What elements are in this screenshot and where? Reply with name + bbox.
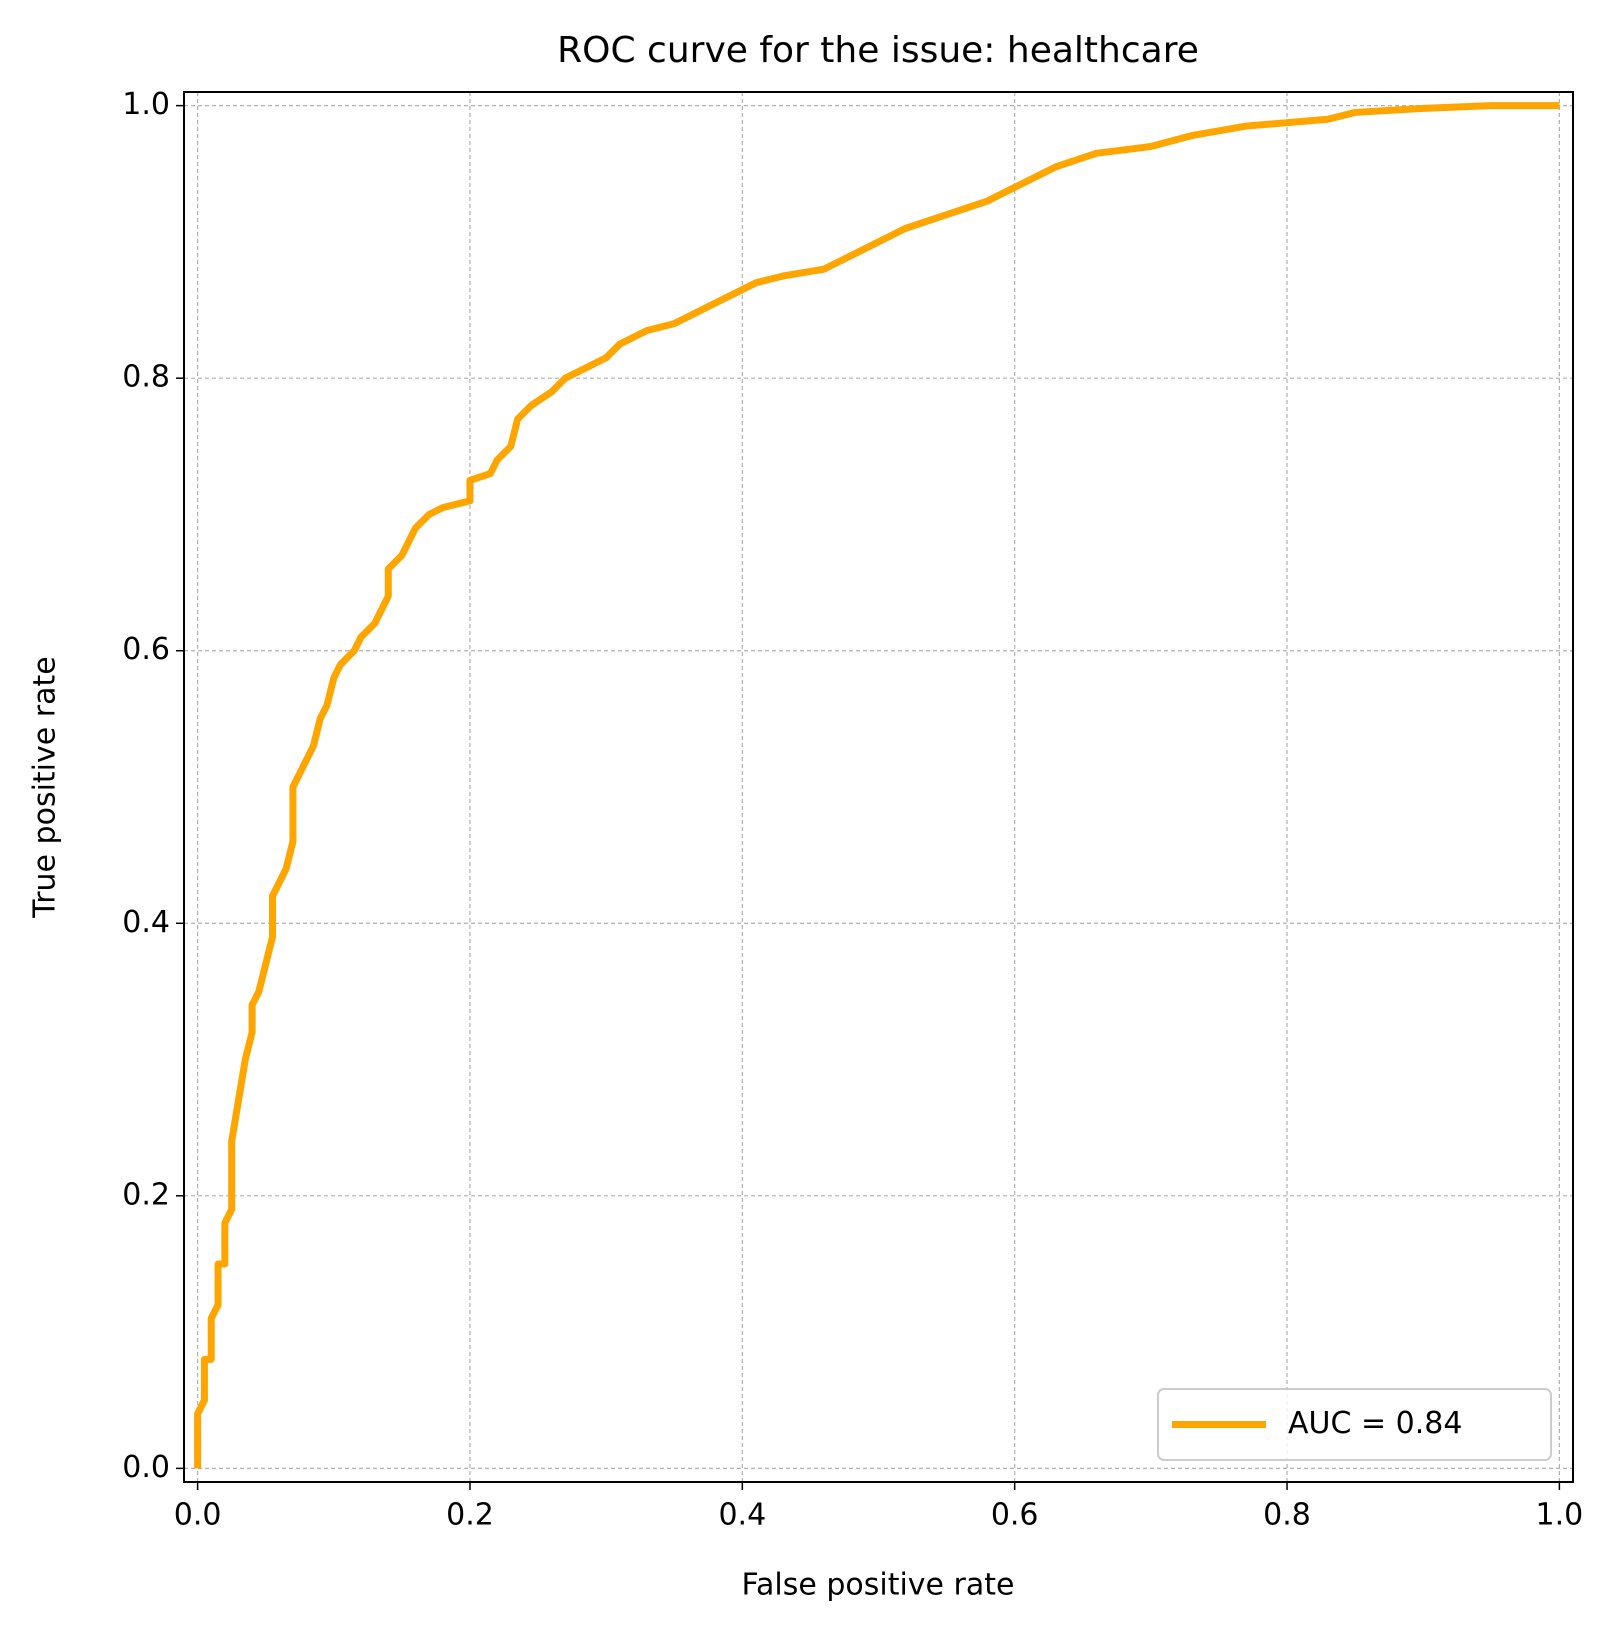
x-tick-label: 0.4	[718, 1498, 766, 1533]
chart-title: ROC curve for the issue: healthcare	[557, 30, 1199, 71]
x-tick-label: 1.0	[1536, 1498, 1584, 1533]
x-tick-label: 0.2	[446, 1498, 494, 1533]
y-tick-label: 0.0	[122, 1450, 170, 1485]
y-tick-label: 1.0	[122, 87, 170, 122]
y-tick-label: 0.4	[122, 905, 170, 940]
x-tick-label: 0.0	[174, 1498, 222, 1533]
y-axis-label: True positive rate	[28, 656, 63, 918]
x-tick-label: 0.6	[991, 1498, 1039, 1533]
y-tick-label: 0.8	[122, 360, 170, 395]
legend-box	[1157, 1388, 1552, 1461]
x-tick-label: 0.8	[1263, 1498, 1311, 1533]
y-tick-label: 0.6	[122, 632, 170, 667]
y-tick-label: 0.2	[122, 1177, 170, 1212]
legend-label: AUC = 0.84	[1288, 1406, 1462, 1441]
axes-frame	[183, 91, 1574, 1483]
roc-line	[194, 102, 1560, 1469]
x-axis-label: False positive rate	[742, 1568, 1015, 1603]
